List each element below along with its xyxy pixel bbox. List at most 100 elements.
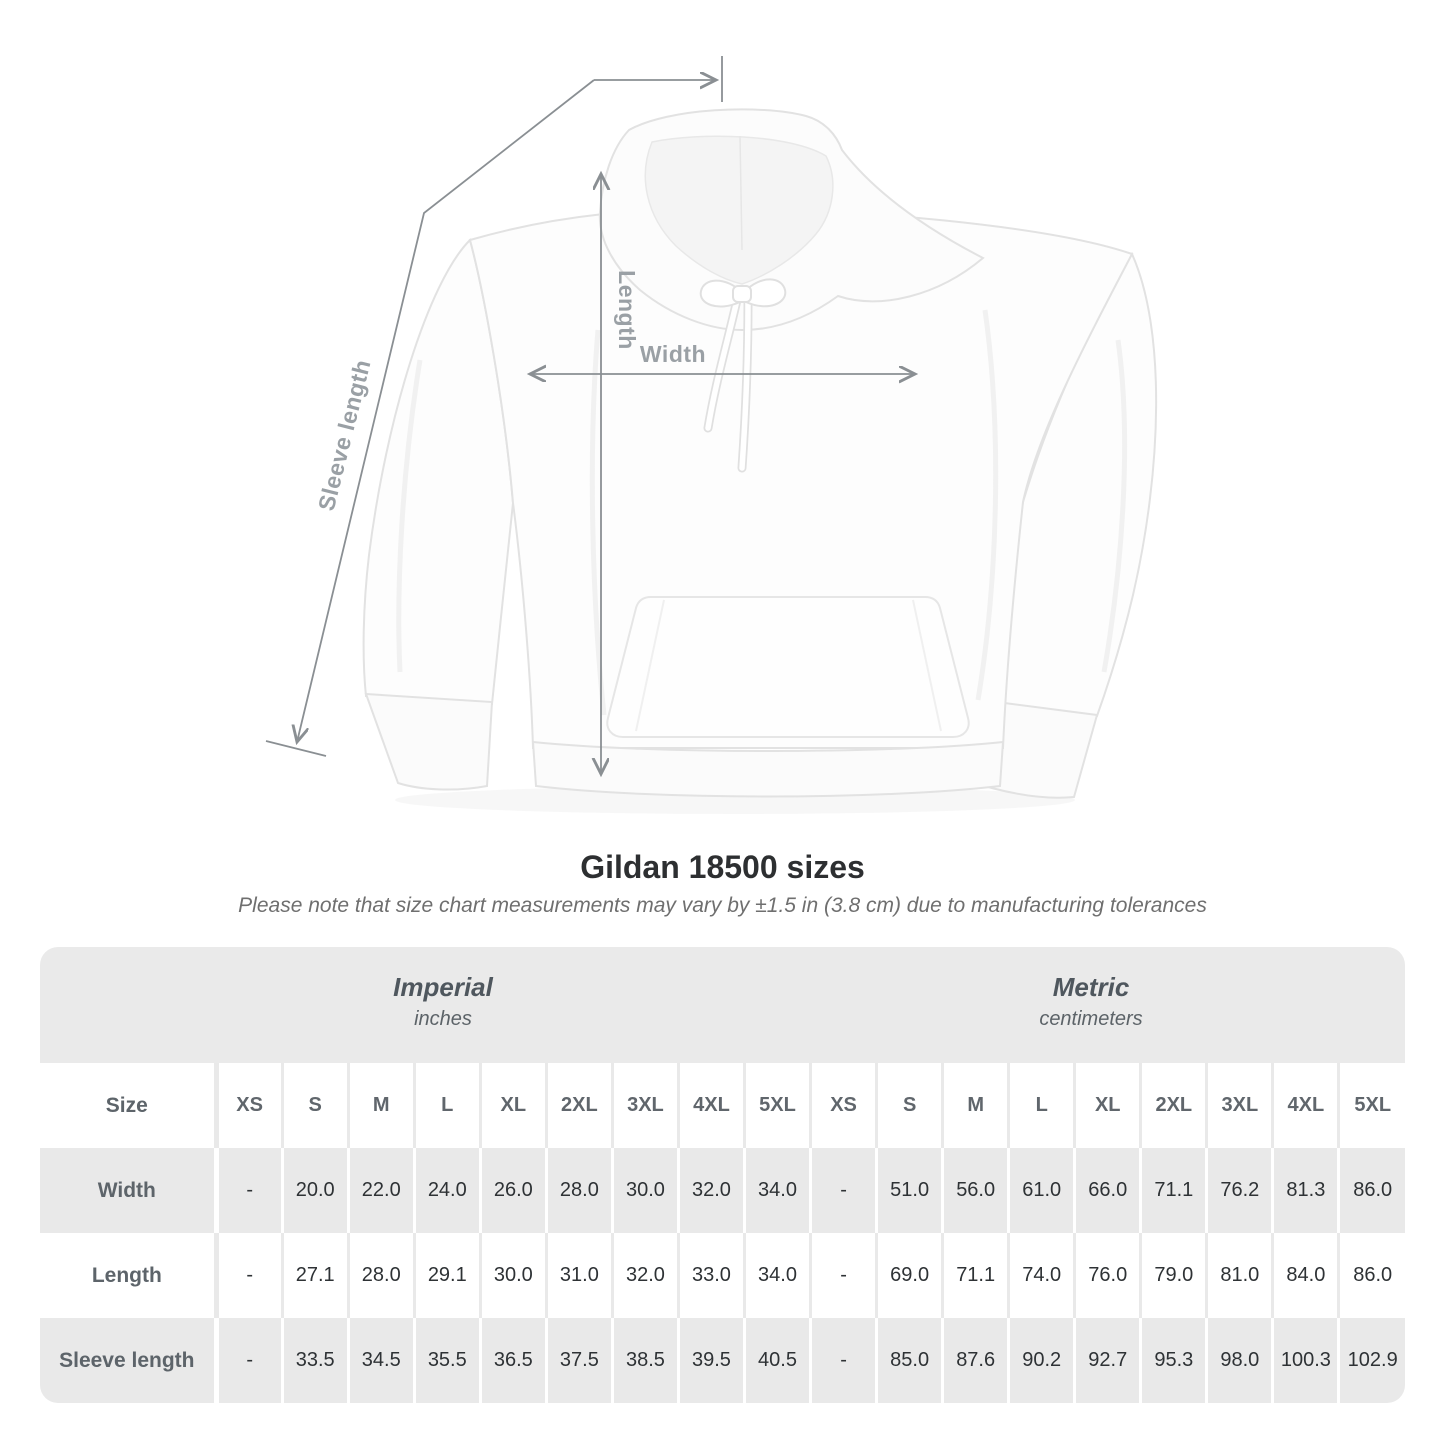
table-cell: 33.0 <box>678 1233 747 1318</box>
size-header-cell: XL <box>1074 1063 1143 1148</box>
size-header-cell: M <box>942 1063 1011 1148</box>
table-cell: 28.0 <box>546 1148 614 1233</box>
table-cell: 81.3 <box>1272 1148 1341 1233</box>
size-header-cell: 4XL <box>1272 1063 1341 1148</box>
table-cell: 66.0 <box>1074 1148 1143 1233</box>
table-row: Size XS S M L XL 2XL 3XL 4XL 5XL XS S M L XL 2XL 3XL 4XL 5… <box>40 1063 1405 1148</box>
sleeve-tick-bottom <box>265 740 327 757</box>
table-row: Width -20.0 22.0 24.0 26.0 28.0 30.0 32.0 34.0-5… <box>40 1148 1405 1233</box>
tolerance-note: Please note that size chart measurements… <box>238 894 1207 917</box>
size-header-cell: M <box>348 1063 416 1148</box>
table-cell: 76.0 <box>1074 1233 1143 1318</box>
size-header-cell: S <box>876 1063 945 1148</box>
hoodie-measurement-diagram: Length Width Sleeve length <box>265 56 1158 799</box>
size-table: Imperial inches Metric centimeters Size X… <box>40 947 1405 1403</box>
size-table-grid: Size XS S M L XL 2XL 3XL 4XL 5XL XS S M L XL 2XL 3XL 4XL 5… <box>40 1063 1405 1403</box>
table-cell: 39.5 <box>678 1318 747 1403</box>
table-cell: 40.5 <box>744 1318 813 1403</box>
page-title: Gildan 18500 sizes <box>580 849 865 885</box>
table-cell: 29.1 <box>414 1233 482 1318</box>
hoodie-hood <box>598 108 985 332</box>
table-cell: 71.1 <box>1140 1148 1209 1233</box>
table-cell: - <box>810 1233 879 1318</box>
size-header-cell: XS <box>216 1063 284 1148</box>
table-cell: 86.0 <box>1338 1148 1405 1233</box>
table-cell: 71.1 <box>942 1233 1011 1318</box>
table-row: Length -27.1 28.0 29.1 30.0 31.0 32.0 33.0 34.0-… <box>40 1233 1405 1318</box>
size-header-cell: XL <box>480 1063 548 1148</box>
imperial-unit: inches <box>414 1007 472 1030</box>
unit-header-band: Imperial inches Metric centimeters <box>40 947 1405 1063</box>
table-cell: 92.7 <box>1074 1318 1143 1403</box>
table-cell: 90.2 <box>1008 1318 1077 1403</box>
table-cell: 32.0 <box>612 1233 680 1318</box>
size-header-cell: L <box>1008 1063 1077 1148</box>
table-cell: 36.5 <box>480 1318 548 1403</box>
imperial-group-header: Imperial inches <box>393 972 493 1031</box>
size-column-header: Size <box>40 1063 219 1148</box>
hood-center-seam <box>739 135 743 251</box>
table-cell: 32.0 <box>678 1148 747 1233</box>
row-label-cell: Length <box>40 1233 219 1318</box>
size-header-cell: 2XL <box>1140 1063 1209 1148</box>
table-cell: - <box>810 1318 879 1403</box>
table-cell: 56.0 <box>942 1148 1011 1233</box>
table-cell: - <box>216 1233 284 1318</box>
metric-unit: centimeters <box>1039 1007 1143 1030</box>
table-cell: 34.0 <box>744 1148 813 1233</box>
hoodie-hem-band <box>531 740 1005 798</box>
table-cell: 84.0 <box>1272 1233 1341 1318</box>
width-label: Width <box>640 341 706 367</box>
table-cell: 24.0 <box>414 1148 482 1233</box>
table-cell: 28.0 <box>348 1233 416 1318</box>
table-cell: 95.3 <box>1140 1318 1209 1403</box>
table-cell: 98.0 <box>1206 1318 1275 1403</box>
hoodie-left-cuff <box>364 692 494 791</box>
table-cell: 69.0 <box>876 1233 945 1318</box>
hood-opening <box>644 135 834 285</box>
table-cell: - <box>216 1148 284 1233</box>
table-cell: 33.5 <box>282 1318 350 1403</box>
row-label-cell: Width <box>40 1148 219 1233</box>
size-header-cell: XS <box>810 1063 879 1148</box>
size-header-cell: 4XL <box>678 1063 747 1148</box>
table-cell: 51.0 <box>876 1148 945 1233</box>
metric-group-header: Metric centimeters <box>1039 972 1143 1031</box>
table-cell: 22.0 <box>348 1148 416 1233</box>
table-cell: 34.0 <box>744 1233 813 1318</box>
size-header-cell: 5XL <box>744 1063 813 1148</box>
table-cell: - <box>810 1148 879 1233</box>
size-header-cell: L <box>414 1063 482 1148</box>
table-cell: 79.0 <box>1140 1233 1209 1318</box>
size-header-cell: 2XL <box>546 1063 614 1148</box>
table-cell: 100.3 <box>1272 1318 1341 1403</box>
table-cell: 30.0 <box>480 1233 548 1318</box>
hoodie-pocket <box>606 596 970 738</box>
table-cell: 85.0 <box>876 1318 945 1403</box>
table-cell: 26.0 <box>480 1148 548 1233</box>
size-header-cell: 3XL <box>612 1063 680 1148</box>
sleeve-arrow <box>297 79 595 742</box>
table-cell: 34.5 <box>348 1318 416 1403</box>
table-cell: 30.0 <box>612 1148 680 1233</box>
metric-title: Metric <box>1052 972 1130 1002</box>
table-cell: 74.0 <box>1008 1233 1077 1318</box>
table-row: Sleeve length -33.5 34.5 35.5 36.5 37.5 38.5 39… <box>40 1318 1405 1403</box>
size-header-cell: 5XL <box>1338 1063 1405 1148</box>
table-cell: 81.0 <box>1206 1233 1275 1318</box>
table-cell: 61.0 <box>1008 1148 1077 1233</box>
table-cell: 86.0 <box>1338 1233 1405 1318</box>
measurement-arrows <box>265 56 915 774</box>
table-cell: 38.5 <box>612 1318 680 1403</box>
table-cell: 76.2 <box>1206 1148 1275 1233</box>
imperial-title: Imperial <box>393 972 493 1002</box>
table-cell: 87.6 <box>942 1318 1011 1403</box>
table-cell: 35.5 <box>414 1318 482 1403</box>
table-cell: 20.0 <box>282 1148 350 1233</box>
table-cell: 27.1 <box>282 1233 350 1318</box>
size-header-cell: S <box>282 1063 350 1148</box>
size-header-cell: 3XL <box>1206 1063 1275 1148</box>
length-label: Length <box>614 270 640 350</box>
table-cell: 31.0 <box>546 1233 614 1318</box>
